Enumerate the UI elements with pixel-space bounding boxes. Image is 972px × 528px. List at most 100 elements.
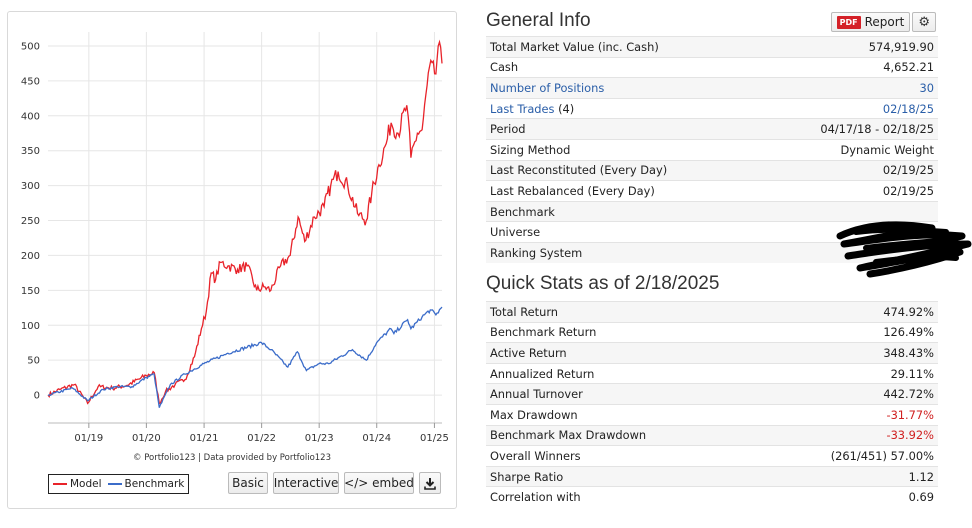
legend-label-benchmark: Benchmark bbox=[124, 478, 185, 490]
download-icon bbox=[424, 477, 436, 490]
general-info-label-text: Total Market Value (inc. Cash) bbox=[490, 39, 659, 54]
general-info-label: Last Rebalanced (Every Day) bbox=[486, 180, 759, 202]
general-info-row: Period 04/17/18 - 02/18/25 bbox=[486, 118, 938, 140]
quick-stats-row: Correlation with 0.69 bbox=[486, 486, 938, 508]
chart-credit: © Portfolio123 | Data provided by Portfo… bbox=[133, 453, 331, 463]
x-tick-label: 01/25 bbox=[420, 433, 449, 444]
quick-stats-label-text: Active Return bbox=[490, 346, 567, 361]
general-info-title: General Info bbox=[486, 10, 591, 31]
general-info-label[interactable]: Number of Positions bbox=[486, 77, 759, 99]
legend-item-benchmark[interactable]: Benchmark bbox=[107, 478, 185, 490]
x-tick-label: 01/19 bbox=[74, 433, 103, 444]
general-info-label: Cash bbox=[486, 56, 759, 78]
quick-stats-row: Annual Turnover 442.72% bbox=[486, 383, 938, 405]
basic-button[interactable]: Basic bbox=[228, 472, 268, 494]
general-info-row: Last Reconstituted (Every Day) 02/19/25 bbox=[486, 159, 938, 181]
quick-stats-label: Annualized Return bbox=[486, 362, 756, 384]
chart-legend: Model Benchmark bbox=[48, 474, 190, 494]
quick-stats-label-text: Sharpe Ratio bbox=[490, 469, 564, 484]
general-info-label: Benchmark bbox=[486, 200, 759, 222]
general-info-label-text[interactable]: Last Trades bbox=[490, 101, 555, 116]
quick-stats-label: Sharpe Ratio bbox=[486, 465, 756, 487]
chart-grid bbox=[48, 32, 442, 424]
quick-stats-label: Correlation with bbox=[486, 486, 756, 508]
general-info-value[interactable]: 30 bbox=[758, 77, 938, 99]
general-info-row: Cash 4,652.21 bbox=[486, 56, 938, 78]
general-info-label-text: Ranking System bbox=[490, 245, 583, 260]
quick-stats-row: Total Return 474.92% bbox=[486, 301, 938, 323]
quick-stats-label: Annual Turnover bbox=[486, 383, 756, 405]
general-info-value: 04/17/18 - 02/18/25 bbox=[758, 118, 938, 140]
quick-stats-value: 442.72% bbox=[755, 383, 938, 405]
quick-stats-value: 348.43% bbox=[755, 342, 938, 364]
info-panel: General Info PDF Report ⚙ Total Market V… bbox=[486, 6, 938, 508]
report-label: Report bbox=[864, 15, 905, 29]
interactive-button[interactable]: Interactive bbox=[273, 472, 339, 494]
y-tick-label: 350 bbox=[21, 146, 40, 157]
quick-stats-value: (261/451) 57.00% bbox=[755, 445, 938, 467]
performance-chart[interactable]: 0 50 100 150 200 250 300 350 400 450 500 01/19 01/20… bbox=[8, 12, 458, 452]
quick-stats-row: Benchmark Max Drawdown -33.92% bbox=[486, 424, 938, 446]
quick-stats-value: 126.49% bbox=[755, 321, 938, 343]
general-info-label[interactable]: Last Trades (4) bbox=[486, 97, 759, 119]
chart-ticks: 0 50 100 150 200 250 300 350 400 450 500 01/19 01/20… bbox=[21, 41, 449, 444]
embed-button[interactable]: </> embed bbox=[344, 472, 414, 494]
quick-stats-label-text: Benchmark Max Drawdown bbox=[490, 428, 647, 443]
general-info-value bbox=[758, 200, 938, 222]
general-info-row: Benchmark bbox=[486, 200, 938, 222]
general-info-value: 02/19/25 bbox=[758, 180, 938, 202]
general-info-value: 574,919.90 bbox=[758, 36, 938, 58]
quick-stats-label-text: Annual Turnover bbox=[490, 387, 583, 402]
pdf-report-button[interactable]: PDF Report bbox=[830, 12, 911, 32]
quick-stats-row: Active Return 348.43% bbox=[486, 342, 938, 364]
general-info-label-text: Benchmark bbox=[490, 204, 555, 219]
quick-stats-label-text: Max Drawdown bbox=[490, 407, 578, 422]
general-info-label: Period bbox=[486, 118, 759, 140]
quick-stats-row: Max Drawdown -31.77% bbox=[486, 404, 938, 426]
quick-stats-label-text: Annualized Return bbox=[490, 366, 595, 381]
y-tick-label: 200 bbox=[21, 251, 40, 262]
chart-panel: 0 50 100 150 200 250 300 350 400 450 500 01/19 01/20… bbox=[7, 11, 457, 509]
general-info-label-text: Last Rebalanced (Every Day) bbox=[490, 183, 655, 198]
series-line-benchmark[interactable] bbox=[47, 306, 443, 408]
quick-stats-label: Benchmark Return bbox=[486, 321, 756, 343]
general-info-row: Sizing Method Dynamic Weight bbox=[486, 138, 938, 161]
legend-swatch-benchmark bbox=[107, 483, 122, 485]
quick-stats-value: 29.11% bbox=[755, 362, 938, 384]
general-info-value: Dynamic Weight bbox=[758, 138, 938, 161]
general-info-label-suffix: (4) bbox=[554, 101, 575, 116]
quick-stats-row: Sharpe Ratio 1.12 bbox=[486, 465, 938, 487]
general-info-row: Total Market Value (inc. Cash) 574,919.90 bbox=[486, 36, 938, 58]
quick-stats-value: 1.12 bbox=[755, 465, 938, 487]
series-line-model[interactable] bbox=[47, 39, 443, 405]
legend-label-model: Model bbox=[70, 478, 102, 490]
quick-stats-value: 0.69 bbox=[755, 486, 938, 508]
download-button[interactable] bbox=[419, 472, 441, 494]
general-info-table: Total Market Value (inc. Cash) 574,919.90… bbox=[486, 36, 938, 264]
general-info-row: Last Trades (4) 02/18/25 bbox=[486, 97, 938, 119]
y-tick-label: 500 bbox=[21, 41, 40, 52]
quick-stats-value: 474.92% bbox=[755, 301, 938, 323]
general-info-value: 4,652.21 bbox=[758, 56, 938, 78]
x-tick-label: 01/22 bbox=[247, 433, 276, 444]
general-info-label: Ranking System bbox=[486, 241, 759, 264]
settings-button[interactable]: ⚙ bbox=[912, 12, 936, 32]
general-info-value[interactable]: 02/18/25 bbox=[758, 97, 938, 119]
quick-stats-label-text: Total Return bbox=[490, 304, 559, 319]
quick-stats-table: Total Return 474.92% Benchmark Return 126.4… bbox=[486, 301, 938, 508]
legend-item-model[interactable]: Model bbox=[53, 478, 102, 490]
quick-stats-row: Annualized Return 29.11% bbox=[486, 362, 938, 384]
quick-stats-row: Overall Winners (261/451) 57.00% bbox=[486, 445, 938, 467]
quick-stats-label: Active Return bbox=[486, 342, 756, 364]
chart-series bbox=[47, 39, 443, 408]
quick-stats-label: Max Drawdown bbox=[486, 404, 756, 426]
general-info-label: Total Market Value (inc. Cash) bbox=[486, 36, 759, 58]
quick-stats-label-text: Benchmark Return bbox=[490, 325, 597, 340]
general-info-label: Last Reconstituted (Every Day) bbox=[486, 159, 759, 181]
quick-stats-value: -31.77% bbox=[755, 404, 938, 426]
y-tick-label: 0 bbox=[34, 391, 40, 402]
y-tick-label: 450 bbox=[21, 76, 40, 87]
general-info-label-text: Sizing Method bbox=[490, 142, 571, 157]
quick-stats-value: -33.92% bbox=[755, 424, 938, 446]
general-info-label-text[interactable]: Number of Positions bbox=[490, 80, 605, 95]
